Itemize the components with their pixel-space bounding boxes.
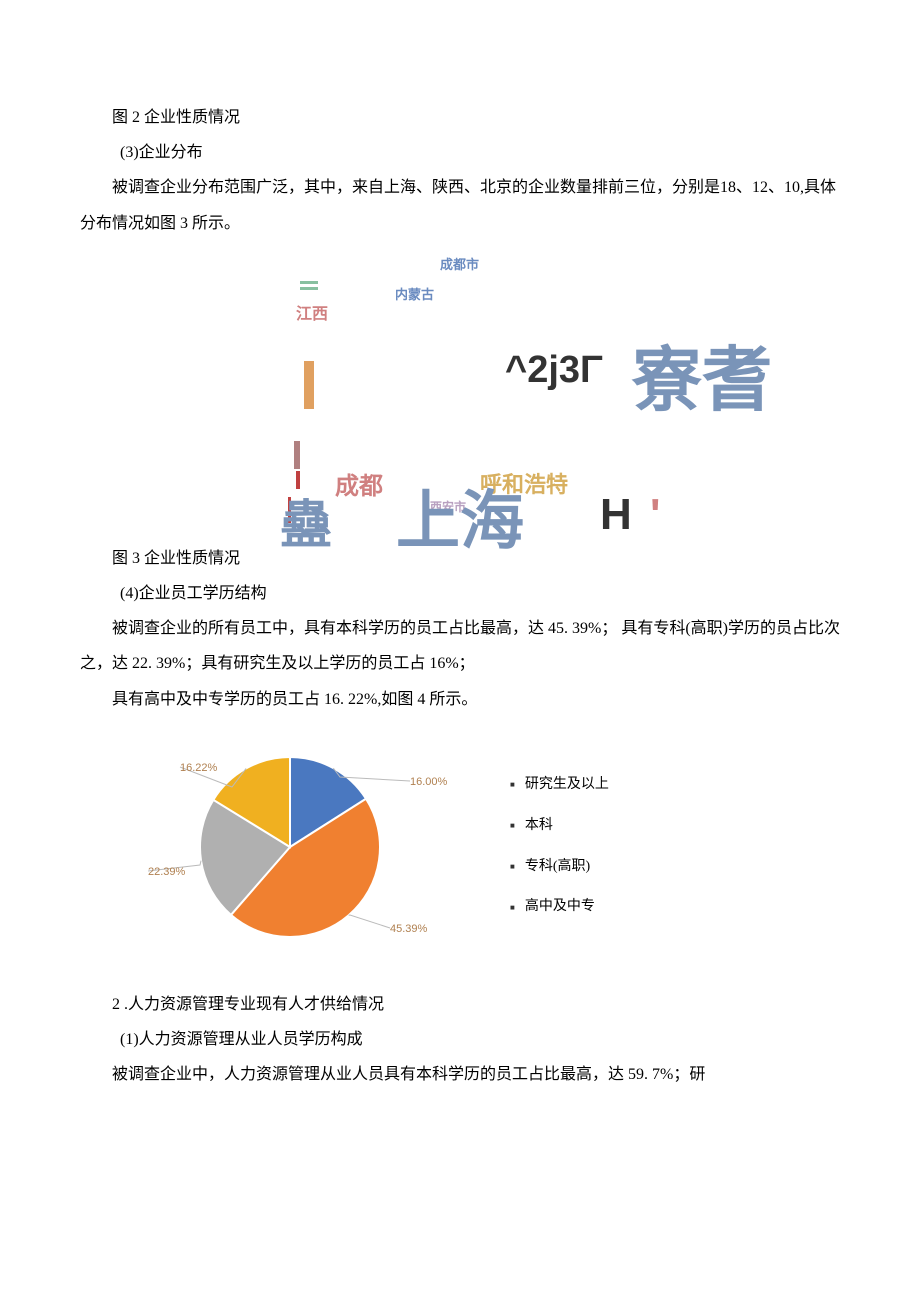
legend-bullet: ■ <box>510 863 515 871</box>
pie-legend: ■ 研究生及以上 ■ 本科 ■ 专科(高职) ■ 高中及中专 <box>510 760 609 933</box>
section-2-1-title: (1)人力资源管理从业人员学历构成 <box>80 1022 840 1057</box>
section-4-body-2: 具有高中及中专学历的员工占 16. 22%,如图 4 所示。 <box>80 682 840 717</box>
section-3-title: (3)企业分布 <box>80 135 840 170</box>
wordcloud-word: 成都市 <box>440 251 479 280</box>
legend-item: ■ 研究生及以上 <box>510 770 609 801</box>
legend-label: 专科(高职) <box>525 852 590 883</box>
legend-label: 本科 <box>525 811 553 842</box>
legend-item: ■ 本科 <box>510 811 609 842</box>
legend-bullet: ■ <box>510 904 515 912</box>
wordcloud-bar <box>304 361 314 409</box>
section-2-1-body: 被调查企业中，人力资源管理从业人员具有本科学历的员工占比最高，达 59. 7%；… <box>80 1057 840 1092</box>
legend-label: 研究生及以上 <box>525 770 609 801</box>
pie-label: 16.22% <box>180 762 218 774</box>
fig2-caption: 图 2 企业性质情况 <box>80 100 840 135</box>
legend-label: 高中及中专 <box>525 892 595 923</box>
pie-label: 22.39% <box>148 866 186 878</box>
fig4-pie-chart: 16.00% 45.39% 22.39% 16.22% ■ 研究生及以上 ■ 本科 ■ 专科(高… <box>140 737 840 957</box>
section-3-body: 被调查企业分布范围广泛，其中，来自上海、陕西、北京的企业数量排前三位，分别是18… <box>80 170 840 240</box>
legend-item: ■ 高中及中专 <box>510 892 609 923</box>
wordcloud-word: 上海 <box>396 451 524 592</box>
wordcloud-word: 内蒙古 <box>395 281 434 310</box>
section-4-body-1: 被调查企业的所有员工中，具有本科学历的员工占比最高，达 45. 39%； 具有专… <box>80 611 840 681</box>
legend-bullet: ■ <box>510 781 515 789</box>
pie-leader <box>349 915 390 928</box>
wordcloud-bar <box>300 287 318 290</box>
pie-label: 45.39% <box>390 923 428 935</box>
wordcloud-word: ^2j3Γ <box>505 329 603 413</box>
pie-label: 16.00% <box>410 776 448 788</box>
wordcloud-word: 蠱 <box>280 469 332 583</box>
heading-2: 2 .人力资源管理专业现有人才供给情况 <box>80 987 840 1022</box>
wordcloud-word: 江西 <box>296 297 328 332</box>
wordcloud-word: 成都 <box>335 461 383 514</box>
pie-svg: 16.00% 45.39% 22.39% 16.22% <box>140 737 460 957</box>
wordcloud-word: 寮耆 <box>632 303 772 457</box>
wordcloud-word: ' <box>650 467 660 564</box>
legend-bullet: ■ <box>510 822 515 830</box>
wordcloud-bar <box>300 281 318 284</box>
wordcloud-word: H <box>600 467 632 564</box>
legend-item: ■ 专科(高职) <box>510 852 609 883</box>
fig3-wordcloud: 成都市内蒙古江西^2j3Γ寮耆成都西安市呼和浩特上海蠱H' <box>80 251 840 541</box>
wordcloud-bar <box>294 441 300 469</box>
